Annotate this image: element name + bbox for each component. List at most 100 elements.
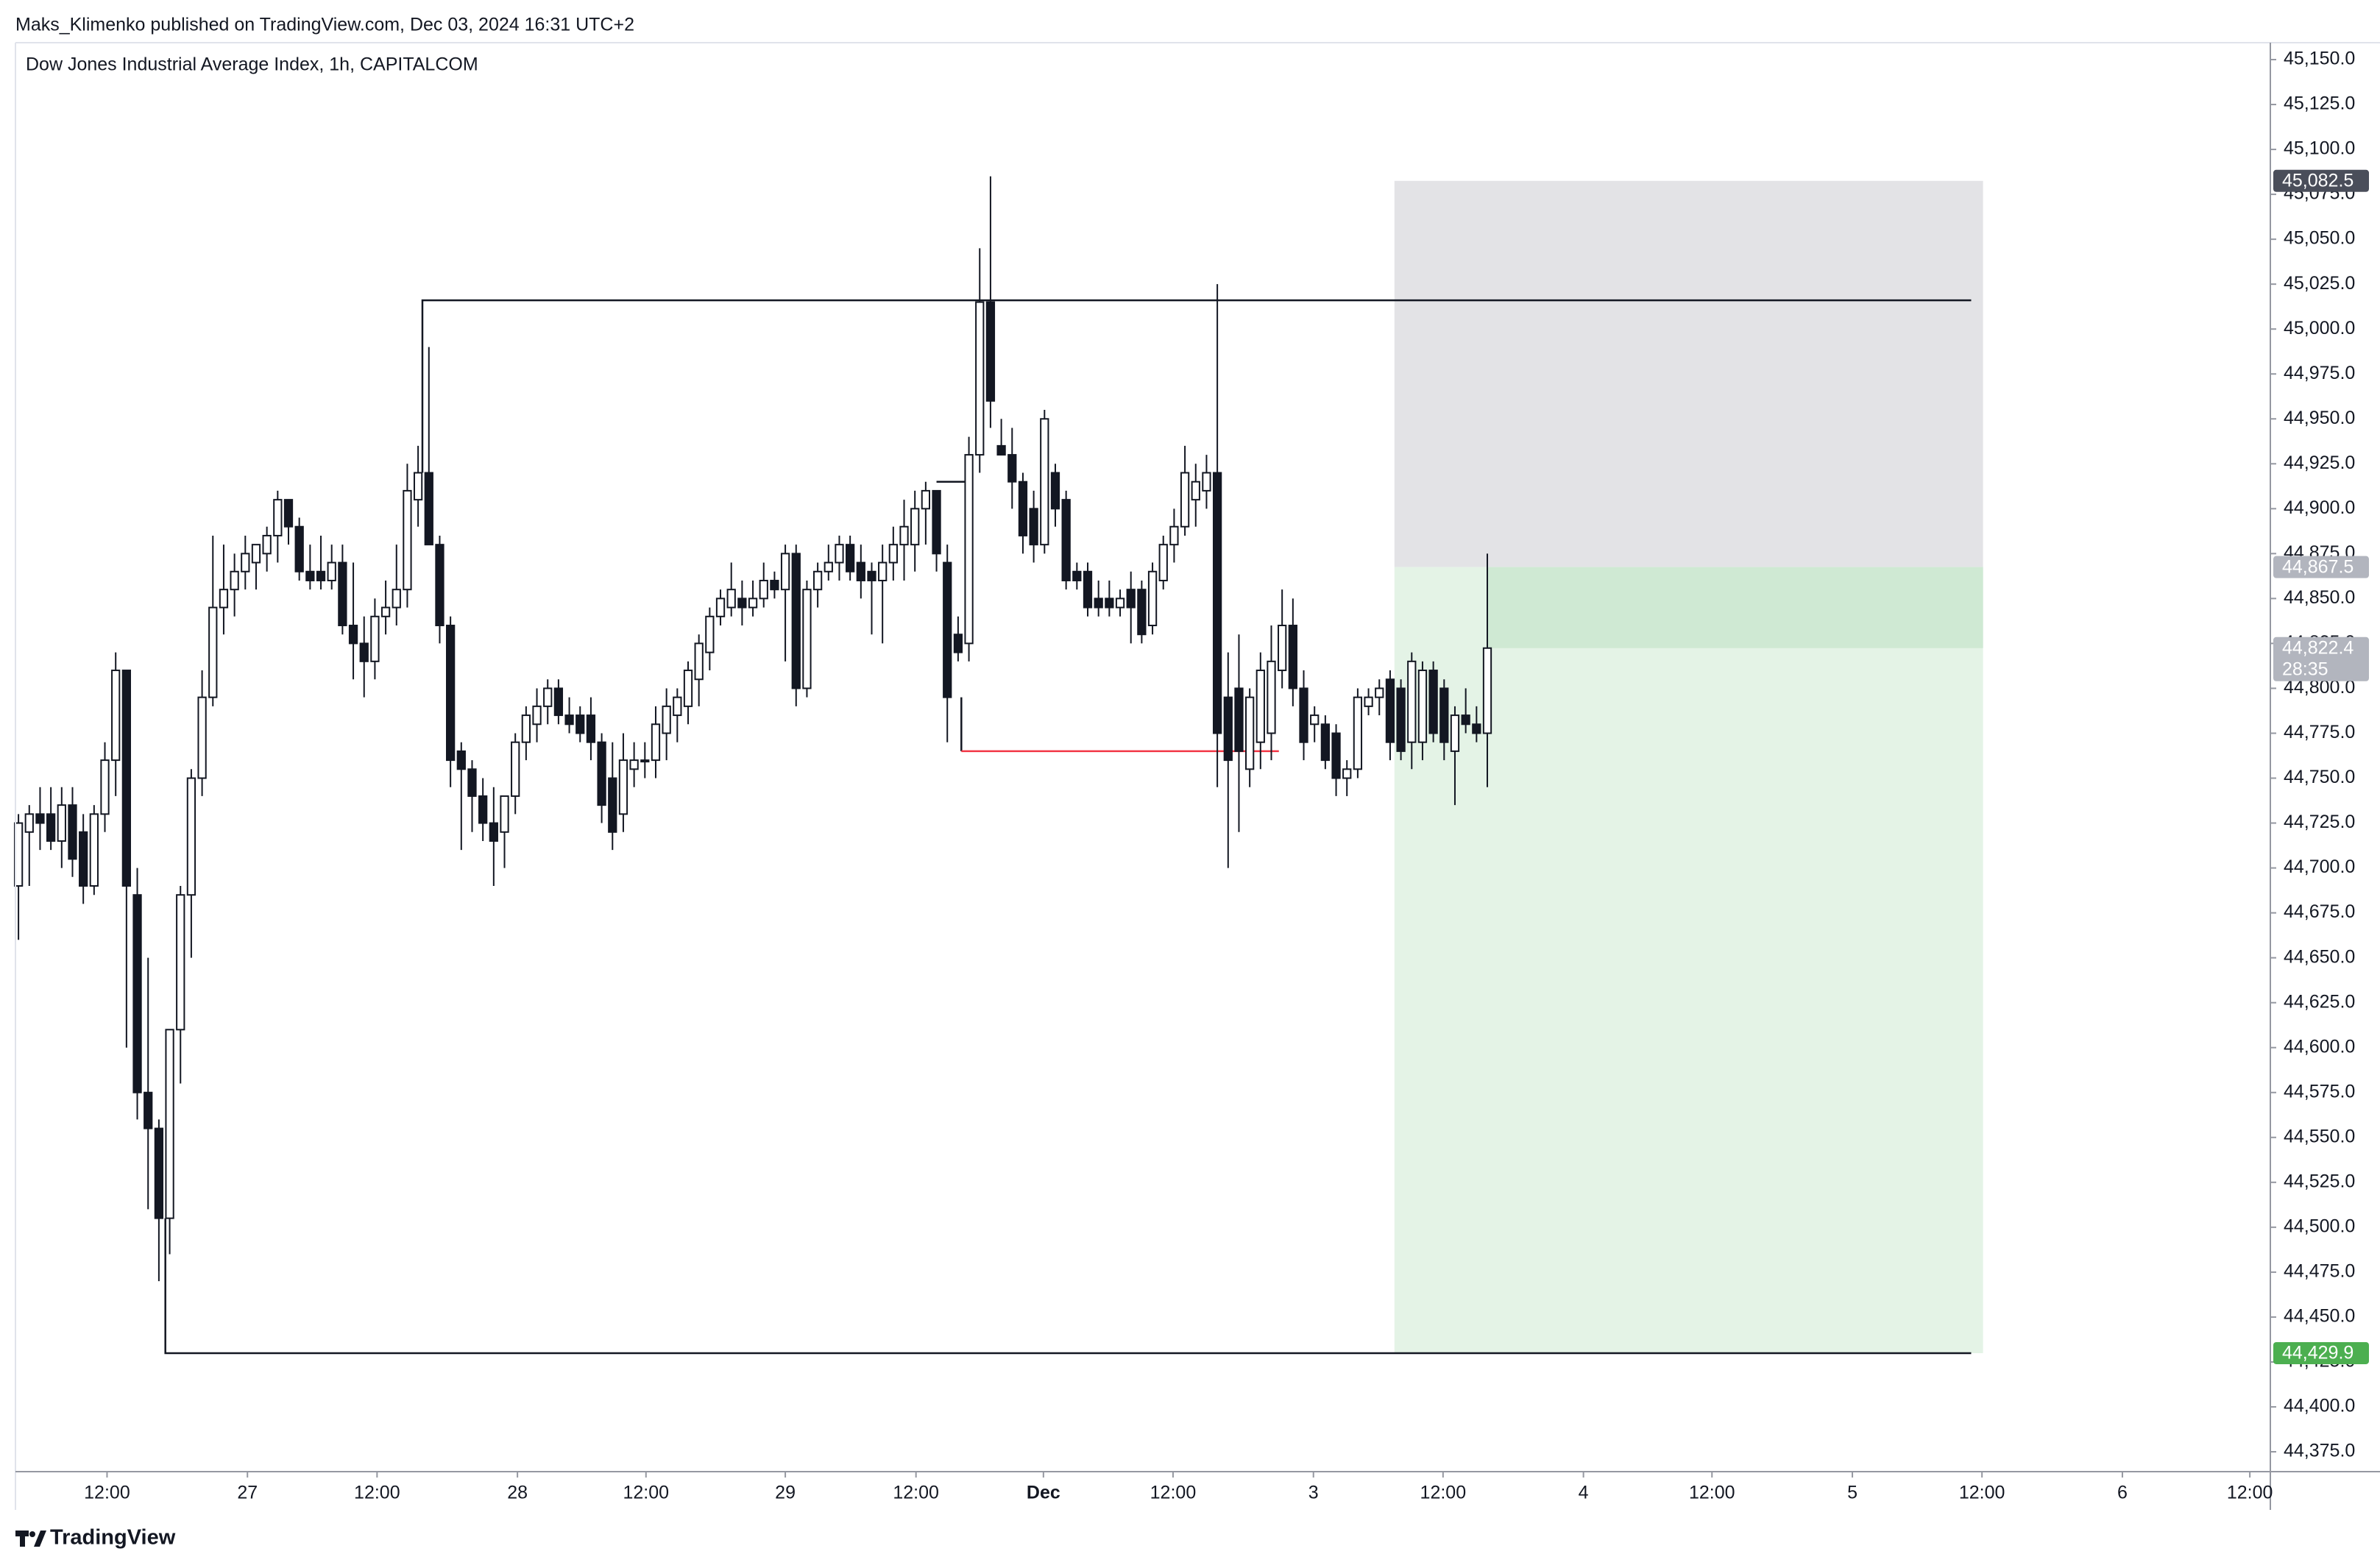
candle-body [1396,687,1406,752]
candle-body [1288,625,1297,689]
countdown-label: 28:35 [2282,659,2328,679]
x-tick-label: 27 [237,1483,258,1503]
zone [1487,567,1983,648]
candle-body [1223,696,1233,762]
y-tick-label: 44,575.0 [2284,1081,2355,1102]
candle-body [79,831,88,887]
candle-body [694,642,704,681]
candle-body [1461,714,1470,726]
candle-body [921,489,931,510]
candle-body [543,687,553,707]
byline: Maks_Klimenko published on TradingView.c… [15,15,634,35]
candle-body [176,894,185,1031]
y-tick-label: 45,050.0 [2284,228,2355,249]
drawn-line [164,1218,1972,1355]
candle-body [327,561,336,581]
x-tick-label: 28 [507,1483,528,1503]
candle-body [424,472,433,546]
candle-body [964,454,974,645]
y-tick-label: 44,625.0 [2284,991,2355,1012]
candle-body [283,499,294,528]
candle-body [662,705,671,734]
candle-body [748,597,758,609]
candle-body [144,1091,153,1129]
drawn-line [421,299,1972,473]
candle-body [1439,687,1449,743]
candle-body [1115,597,1125,609]
candle-body [521,714,531,743]
candle-body [575,714,585,734]
price-badge [2273,636,2369,681]
candle-body [511,741,520,797]
candle-body [1147,570,1158,627]
candle-body [1094,597,1103,609]
candle-body [1320,723,1331,762]
candle-body [1083,570,1093,609]
candle-body [413,472,423,501]
candle-body [651,723,661,762]
candle-body [46,813,56,842]
candle-body [608,777,617,833]
candle-body [770,579,779,591]
candle-body [705,615,715,653]
y-tick-label: 45,100.0 [2284,138,2355,159]
candle-body [467,768,477,797]
x-tick-label: 3 [1308,1483,1319,1503]
zone [1394,567,1983,1353]
candle-body [640,759,650,763]
brand: TradingView [50,1526,176,1550]
candle-body [791,553,801,689]
candle-body [1126,589,1136,609]
candle-body [489,822,498,842]
candle-body [1245,696,1255,770]
candle-body [338,561,347,627]
x-tick-label: 4 [1579,1483,1589,1503]
y-tick-label: 45,000.0 [2284,318,2355,338]
y-tick-label: 44,700.0 [2284,856,2355,877]
candle-body [111,670,121,762]
candle-body [1364,696,1373,707]
candle-body [780,553,790,591]
candle-body [846,544,855,572]
candle-body [132,894,142,1093]
candle-body [294,525,304,572]
candle-body [251,544,261,564]
candle-body [89,813,99,887]
y-tick-label: 44,950.0 [2284,408,2355,428]
price-badge-label: 44,867.5 [2282,556,2354,577]
x-tick-label: 12:00 [354,1483,400,1503]
candle-body [1180,472,1190,528]
candle-body [1472,723,1481,734]
candle-body [186,777,196,896]
candle-body [1331,732,1341,779]
candle-body [165,1029,174,1219]
y-tick-label: 44,450.0 [2284,1306,2355,1327]
candle-body [835,544,844,564]
x-tick-label: Dec [1027,1483,1060,1503]
candle-body [867,570,876,581]
candle-body [1482,647,1492,734]
candle-body [943,561,952,698]
candle-body [121,670,132,887]
candle-body [564,714,574,726]
candle-body [932,489,941,555]
x-tick-label: 12:00 [1959,1483,2005,1503]
candle-body [230,570,239,591]
candle-body [856,561,865,581]
x-tick-label: 12:00 [84,1483,130,1503]
chart-title: Dow Jones Industrial Average Index, 1h, … [26,54,478,75]
candle-body [370,615,380,662]
x-tick-label: 29 [775,1483,796,1503]
y-tick-label: 45,150.0 [2284,49,2355,69]
candle-body [13,822,24,887]
y-tick-label: 44,675.0 [2284,901,2355,922]
candle-body [100,759,110,815]
y-tick-label: 44,525.0 [2284,1171,2355,1191]
candle-body [500,795,509,833]
candle-body [1212,472,1222,734]
candle-body [683,670,693,707]
y-tick-label: 44,725.0 [2284,812,2355,832]
candle-body [57,804,66,842]
